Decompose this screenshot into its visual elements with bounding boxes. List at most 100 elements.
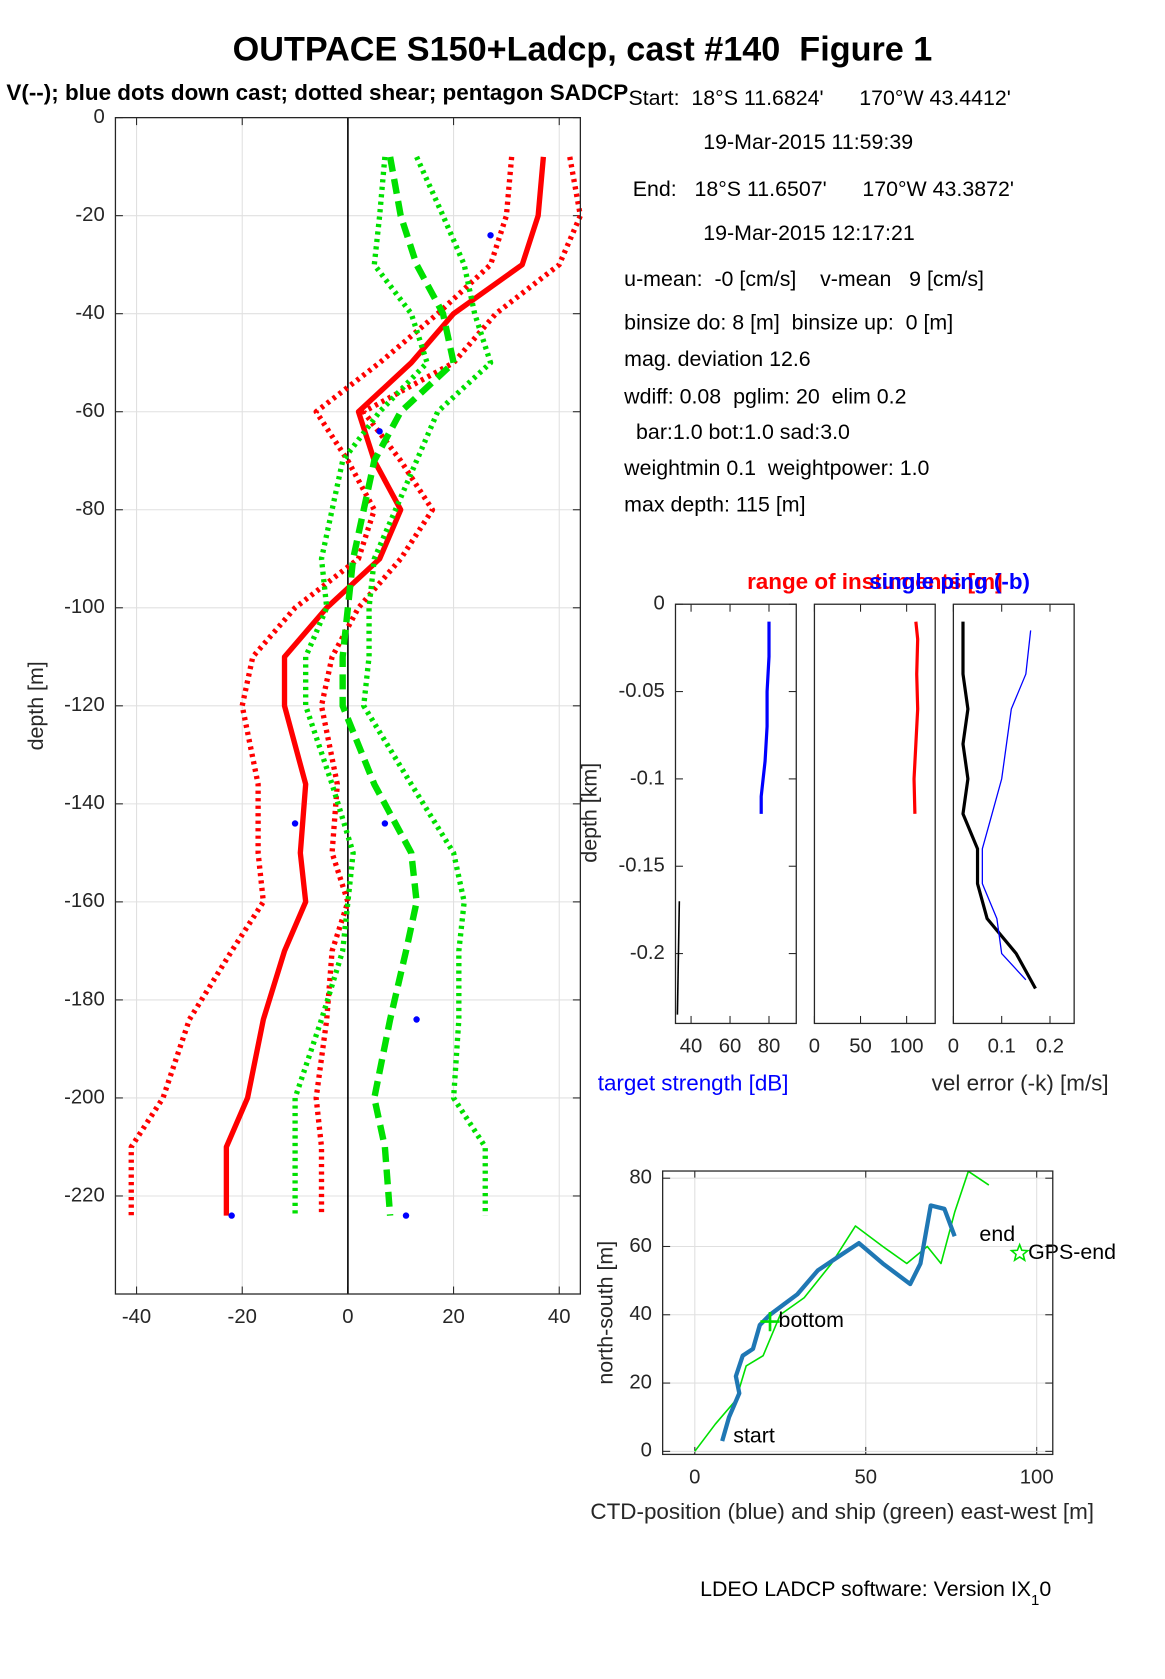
y-axis-label: depth [km]: [578, 763, 602, 863]
info-line: 19-Mar-2015 12:17:21: [703, 221, 914, 245]
footer-text: LDEO LADCP software: Version IX: [700, 1577, 1031, 1601]
y-tick-label: -100: [64, 596, 105, 618]
info-line: wdiff: 0.08 pglim: 20 elim 0.2: [623, 384, 906, 408]
chart: 40 60 80 0 -0.05 -0.1 -0.15 -0.2 depth [km] targe…: [578, 593, 797, 1095]
y-axis-label: depth [m]: [24, 661, 48, 750]
x-tick-label: 40: [680, 1035, 703, 1057]
y-tick-label: -0.15: [619, 855, 665, 877]
info-line: weightmin 0.1 weightpower: 1.0: [623, 456, 929, 480]
info-line: binsize do: 8 [m] binsize up: 0 [m]: [624, 311, 953, 335]
x-tick-label: 0: [342, 1306, 353, 1328]
y-tick-label: 20: [629, 1371, 652, 1393]
info-line: 19-Mar-2015 11:59:39: [703, 130, 913, 154]
plot-area: [675, 604, 797, 1024]
charts: -40 -20 0 20 400-20-40-60-80-100-120-140-160…: [24, 106, 1116, 1524]
plot-area: [953, 604, 1075, 1024]
x-tick-label: 40: [548, 1306, 571, 1328]
marker-label: GPS-end: [1028, 1240, 1116, 1264]
data-line: [961, 621, 1037, 990]
figure-title: OUTPACE S150+Ladcp, cast #140 Figure 1: [233, 30, 933, 68]
y-axis-label: north-south [m]: [594, 1241, 618, 1385]
x-tick-label: 60: [719, 1035, 742, 1057]
chart: 0 0.1 0.2 vel error (-k) [m/s] single ping (…: [869, 569, 1108, 1096]
marker-label: bottom: [779, 1308, 844, 1332]
x-tick-label: 100: [890, 1035, 924, 1057]
y-tick-label: 80: [629, 1167, 652, 1189]
down-cast-dot: [228, 1212, 235, 1219]
y-tick-label: -180: [64, 988, 105, 1010]
data-line: [292, 156, 430, 1216]
footer: LDEO LADCP software: Version IX10: [700, 1577, 1051, 1609]
down-cast-dot: [291, 820, 299, 827]
y-tick-label: -80: [75, 498, 104, 520]
plot-area: [814, 604, 936, 1024]
info-line: mag. deviation 12.6: [624, 347, 811, 371]
x-tick-label: -20: [228, 1306, 257, 1328]
down-cast-dot: [402, 1212, 410, 1219]
info-line: Start: 18°S 11.6824' 170°W 43.4412': [628, 86, 1010, 110]
y-tick-label: -0.05: [619, 680, 665, 702]
axes-box: [674, 603, 797, 1025]
x-tick-label: -40: [122, 1306, 151, 1328]
info-line: End: 18°S 11.6507' 170°W 43.3872': [633, 177, 1014, 201]
data-line: [223, 156, 547, 1216]
down-cast-dot: [413, 1016, 420, 1023]
plot-area: [662, 1171, 1053, 1455]
x-tick-label: 50: [849, 1035, 872, 1057]
down-cast-dot: [381, 820, 389, 827]
annotation: start: [733, 1423, 775, 1447]
x-tick-label: 100: [1020, 1466, 1054, 1488]
y-tick-label: 0: [654, 593, 665, 615]
y-tick-label: -120: [64, 694, 105, 716]
x-tick-label: 0: [809, 1035, 820, 1057]
marker: [760, 1311, 780, 1332]
data-line: [694, 1170, 990, 1452]
footer-end: 0: [1039, 1577, 1051, 1601]
y-tick-label: -140: [64, 792, 105, 814]
y-tick-label: -160: [64, 890, 105, 912]
axes-box: [952, 603, 1075, 1025]
x-tick-label: 20: [442, 1306, 465, 1328]
data-line: [720, 1203, 957, 1442]
y-tick-label: -200: [64, 1086, 105, 1108]
y-tick-label: 40: [629, 1303, 652, 1325]
y-tick-label: -20: [75, 204, 104, 226]
x-tick-label: 0: [689, 1466, 700, 1488]
chart: 0 50 100 0 20 40 60 80 start end bottom GPS-end nort…: [590, 1167, 1116, 1525]
data-line: [128, 156, 515, 1216]
data-line: [676, 901, 681, 1015]
y-tick-label: -40: [75, 302, 104, 324]
x-tick-label: 0: [948, 1035, 959, 1057]
x-axis-label: CTD-position (blue) and ship (green) eas…: [590, 1499, 1094, 1524]
info-line: u-mean: -0 [cm/s] v-mean 9 [cm/s]: [624, 267, 984, 291]
x-tick-label: 80: [758, 1035, 781, 1057]
data-line: [981, 630, 1032, 981]
subtitle: V(--); blue dots down cast; dotted shear…: [6, 80, 628, 105]
footer-sub: 1: [1031, 1592, 1039, 1609]
y-tick-label: 0: [641, 1440, 652, 1462]
info-line: bar:1.0 bot:1.0 sad:3.0: [624, 420, 850, 444]
down-cast-dot: [487, 232, 494, 239]
info-line: max depth: 115 [m]: [624, 492, 805, 516]
data-line: [361, 155, 494, 1216]
chart: 0 50 100 range of instuments [m]: [747, 569, 1002, 1058]
y-tick-label: -0.2: [630, 942, 665, 964]
marker: [1009, 1242, 1030, 1262]
x-tick-label: 0.1: [988, 1035, 1016, 1057]
data-line: [759, 621, 771, 814]
axes-box: [114, 116, 582, 1295]
panel-title: single ping (-b): [869, 569, 1030, 594]
axes-box: [813, 603, 936, 1025]
y-tick-label: 60: [629, 1235, 652, 1257]
info-block: Start: 18°S 11.6824' 170°W 43.4412' 19-Ma…: [623, 86, 1014, 516]
panel-title: range of instuments [m]: [747, 569, 1002, 594]
axes-box: [662, 1170, 1054, 1456]
chart: -40 -20 0 20 400-20-40-60-80-100-120-140-160…: [24, 106, 584, 1328]
y-tick-label: 0: [93, 106, 104, 128]
annotation: end: [979, 1222, 1015, 1246]
x-tick-label: 0.2: [1036, 1035, 1064, 1057]
x-axis-label: target strength [dB]: [598, 1070, 789, 1095]
y-tick-label: -60: [75, 400, 104, 422]
y-tick-label: -220: [64, 1184, 105, 1206]
